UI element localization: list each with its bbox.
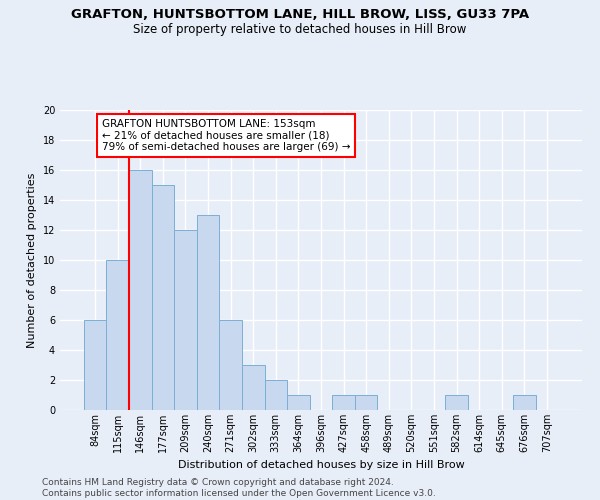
- Y-axis label: Number of detached properties: Number of detached properties: [27, 172, 37, 348]
- Bar: [445, 395, 468, 410]
- Bar: [106, 260, 129, 410]
- Text: Size of property relative to detached houses in Hill Brow: Size of property relative to detached ho…: [133, 22, 467, 36]
- Bar: [129, 170, 152, 410]
- Bar: [197, 215, 220, 410]
- Text: GRAFTON HUNTSBOTTOM LANE: 153sqm
← 21% of detached houses are smaller (18)
79% o: GRAFTON HUNTSBOTTOM LANE: 153sqm ← 21% o…: [102, 119, 350, 152]
- Bar: [152, 185, 174, 410]
- Bar: [287, 395, 310, 410]
- Text: Contains HM Land Registry data © Crown copyright and database right 2024.
Contai: Contains HM Land Registry data © Crown c…: [42, 478, 436, 498]
- Bar: [332, 395, 355, 410]
- Bar: [174, 230, 197, 410]
- Text: GRAFTON, HUNTSBOTTOM LANE, HILL BROW, LISS, GU33 7PA: GRAFTON, HUNTSBOTTOM LANE, HILL BROW, LI…: [71, 8, 529, 20]
- Bar: [84, 320, 106, 410]
- Bar: [355, 395, 377, 410]
- Bar: [513, 395, 536, 410]
- Bar: [265, 380, 287, 410]
- Bar: [242, 365, 265, 410]
- X-axis label: Distribution of detached houses by size in Hill Brow: Distribution of detached houses by size …: [178, 460, 464, 470]
- Bar: [220, 320, 242, 410]
